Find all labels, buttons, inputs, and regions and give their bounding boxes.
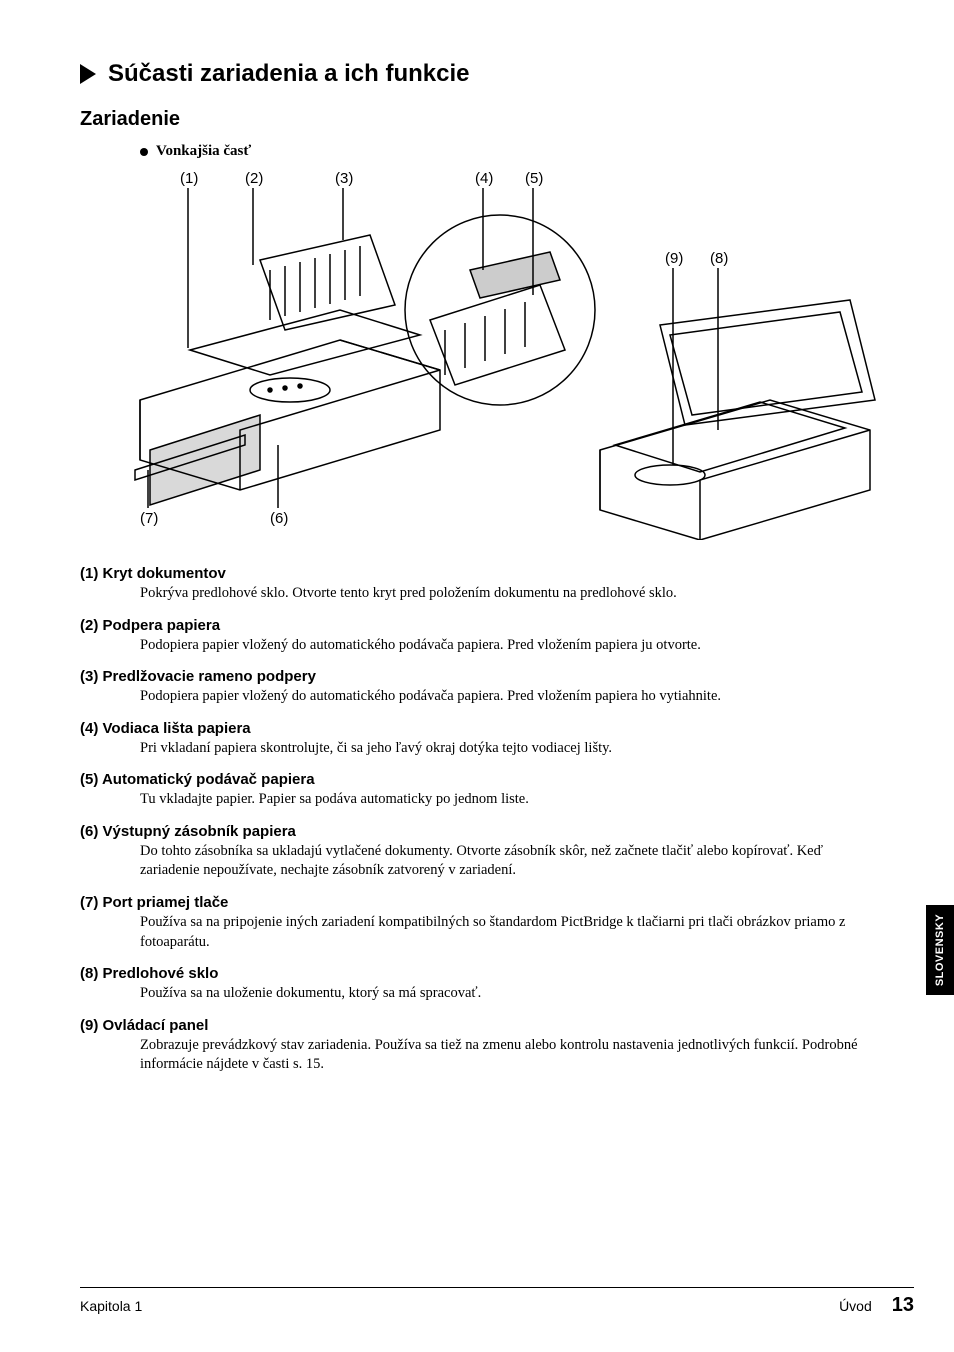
language-tab: SLOVENSKY [926, 905, 954, 995]
item-num: (9) [80, 1017, 98, 1034]
item-3: (3) Predlžovacie rameno podpery Podopier… [80, 668, 874, 707]
item-desc: Používa sa na pripojenie iných zariadení… [140, 913, 874, 952]
item-desc: Používa sa na uloženie dokumentu, ktorý … [140, 984, 874, 1004]
item-name: Automatický podávač papiera [102, 771, 315, 788]
item-desc: Do tohto zásobníka sa ukladajú vytlačené… [140, 842, 874, 881]
item-5: (5) Automatický podávač papiera Tu vklad… [80, 771, 874, 810]
footer-left: Kapitola 1 [80, 1298, 142, 1314]
item-2: (2) Podpera papiera Podopiera papier vlo… [80, 617, 874, 656]
item-desc: Pri vkladaní papiera skontrolujte, či sa… [140, 739, 874, 759]
footer-section: Úvod [839, 1298, 872, 1314]
item-name: Port priamej tlače [103, 894, 229, 911]
printer-diagram [110, 170, 890, 540]
item-num: (3) [80, 668, 98, 685]
item-desc: Podopiera papier vložený do automatickéh… [140, 687, 874, 707]
subsection-text: Vonkajšia časť [156, 143, 251, 159]
item-num: (7) [80, 894, 98, 911]
item-num: (5) [80, 771, 98, 788]
item-7: (7) Port priamej tlače Používa sa na pri… [80, 894, 874, 952]
section-title: Súčasti zariadenia a ich funkcie [108, 60, 469, 88]
item-8: (8) Predlohové sklo Používa sa na uložen… [80, 965, 874, 1004]
item-num: (6) [80, 823, 98, 840]
section-title-row: Súčasti zariadenia a ich funkcie [80, 60, 874, 88]
item-desc: Podopiera papier vložený do automatickéh… [140, 636, 874, 656]
item-1: (1) Kryt dokumentov Pokrýva predlohové s… [80, 565, 874, 604]
figure-area: (1) (2) (3) (4) (5) (9) (8) (7) (6) [110, 170, 874, 540]
item-num: (4) [80, 720, 98, 737]
item-4: (4) Vodiaca lišta papiera Pri vkladaní p… [80, 720, 874, 759]
item-num: (2) [80, 617, 98, 634]
item-6: (6) Výstupný zásobník papiera Do tohto z… [80, 823, 874, 881]
item-desc: Tu vkladajte papier. Papier sa podáva au… [140, 790, 874, 810]
item-title: (7) Port priamej tlače [80, 894, 874, 911]
item-desc: Pokrýva predlohové sklo. Otvorte tento k… [140, 584, 874, 604]
item-name: Podpera papiera [103, 617, 221, 634]
item-num: (1) [80, 565, 98, 582]
item-9: (9) Ovládací panel Zobrazuje prevádzkový… [80, 1017, 874, 1075]
triangle-icon [80, 64, 96, 84]
subsection-heading: Vonkajšia časť [140, 143, 874, 160]
item-title: (3) Predlžovacie rameno podpery [80, 668, 874, 685]
item-desc: Zobrazuje prevádzkový stav zariadenia. P… [140, 1036, 874, 1075]
item-name: Predlžovacie rameno podpery [103, 668, 316, 685]
item-title: (4) Vodiaca lišta papiera [80, 720, 874, 737]
page: SLOVENSKY Súčasti zariadenia a ich funkc… [0, 0, 954, 1352]
item-name: Vodiaca lišta papiera [103, 720, 251, 737]
item-title: (1) Kryt dokumentov [80, 565, 874, 582]
item-name: Predlohové sklo [103, 965, 219, 982]
item-num: (8) [80, 965, 98, 982]
item-name: Ovládací panel [103, 1017, 209, 1034]
subtitle: Zariadenie [80, 108, 874, 131]
footer-right: Úvod 13 [839, 1294, 914, 1317]
bullet-icon [140, 148, 148, 156]
footer: Kapitola 1 Úvod 13 [80, 1287, 914, 1317]
item-title: (8) Predlohové sklo [80, 965, 874, 982]
item-name: Výstupný zásobník papiera [103, 823, 296, 840]
item-title: (2) Podpera papiera [80, 617, 874, 634]
item-list: (1) Kryt dokumentov Pokrýva predlohové s… [80, 565, 874, 1075]
page-number: 13 [892, 1294, 914, 1317]
item-title: (6) Výstupný zásobník papiera [80, 823, 874, 840]
item-title: (9) Ovládací panel [80, 1017, 874, 1034]
item-name: Kryt dokumentov [103, 565, 226, 582]
language-tab-label: SLOVENSKY [934, 914, 946, 986]
item-title: (5) Automatický podávač papiera [80, 771, 874, 788]
